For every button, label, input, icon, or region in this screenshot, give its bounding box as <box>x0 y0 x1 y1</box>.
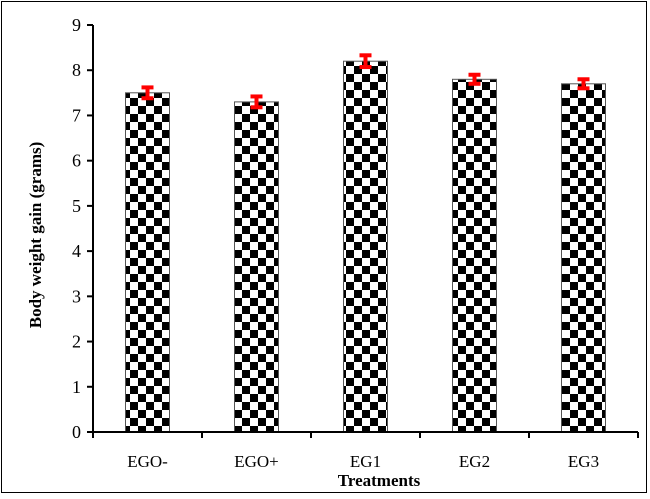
x-tick-label: EGO+ <box>234 452 279 471</box>
y-tick-label: 4 <box>72 241 81 261</box>
axes-layer: EGO- EGO+ EG1 EG2 EG3 0 1 2 3 4 5 6 7 8 9 <box>72 15 639 471</box>
x-tick-label: EG2 <box>459 452 490 471</box>
y-axis-label: Body weight gain (grams) <box>26 142 45 329</box>
error-bar-EG2 <box>468 72 481 86</box>
bar-EGO- <box>125 92 170 433</box>
error-bar-EG1 <box>359 53 372 70</box>
bar-EG3 <box>561 83 606 433</box>
y-tick-label: 8 <box>72 60 81 80</box>
error-bar-EG3 <box>577 77 590 91</box>
error-bar-EGO+ <box>250 94 263 110</box>
x-axis-label: Treatments <box>338 471 421 490</box>
y-tick-label: 7 <box>72 105 81 125</box>
y-tick-label: 5 <box>72 196 81 216</box>
error-bar-EGO- <box>141 85 154 101</box>
bars-layer <box>125 60 606 433</box>
x-tick-label: EGO- <box>127 452 168 471</box>
y-tick-label: 3 <box>72 286 81 306</box>
x-tick-label: EG1 <box>350 452 381 471</box>
chart-frame: EGO- EGO+ EG1 EG2 EG3 0 1 2 3 4 5 6 7 8 9 Body weight … <box>1 1 647 493</box>
y-tick-label: 1 <box>72 377 81 397</box>
y-tick-label: 6 <box>72 151 81 171</box>
bar-chart: EGO- EGO+ EG1 EG2 EG3 0 1 2 3 4 5 6 7 8 9 Body weight … <box>26 15 639 490</box>
y-tick-label: 0 <box>72 422 81 442</box>
bar-EG2 <box>452 78 497 433</box>
y-tick-label: 2 <box>72 332 81 352</box>
bar-EGO+ <box>234 101 279 433</box>
bar-EG1 <box>343 60 388 433</box>
y-tick-label: 9 <box>72 15 81 35</box>
x-tick-label: EG3 <box>568 452 599 471</box>
error-bars-layer <box>141 53 590 110</box>
